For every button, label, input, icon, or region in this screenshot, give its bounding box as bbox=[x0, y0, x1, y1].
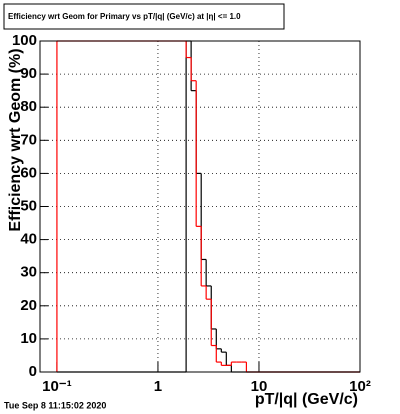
y-tick-label: 80 bbox=[20, 98, 37, 115]
y-tick-label: 90 bbox=[20, 65, 37, 82]
chart-title: Efficiency wrt Geom for Primary vs pT/|q… bbox=[8, 12, 241, 21]
title-box bbox=[3, 3, 285, 30]
footer-date: Tue Sep 8 11:15:02 2020 bbox=[4, 400, 106, 410]
y-tick-label: 40 bbox=[20, 231, 37, 248]
x-tick-label: 1 bbox=[154, 378, 162, 395]
plot-frame bbox=[39, 40, 361, 373]
x-tick-label: 10² bbox=[349, 378, 371, 395]
x-tick-label: 10⁻¹ bbox=[42, 378, 72, 395]
y-tick-label: 10 bbox=[20, 330, 37, 347]
y-tick-label: 50 bbox=[20, 197, 37, 214]
y-tick-label: 70 bbox=[20, 131, 37, 148]
x-axis-label: pT/|q| (GeV/c) bbox=[255, 391, 358, 408]
y-axis-label: Efficiency wrt Geom (%) bbox=[7, 48, 24, 231]
y-tick-label: 30 bbox=[20, 264, 37, 281]
y-tick-label: 100 bbox=[12, 32, 37, 49]
y-tick-label: 20 bbox=[20, 297, 37, 314]
x-tick-label: 10 bbox=[251, 378, 268, 395]
y-tick-label: 0 bbox=[29, 363, 37, 380]
y-tick-label: 60 bbox=[20, 164, 37, 181]
